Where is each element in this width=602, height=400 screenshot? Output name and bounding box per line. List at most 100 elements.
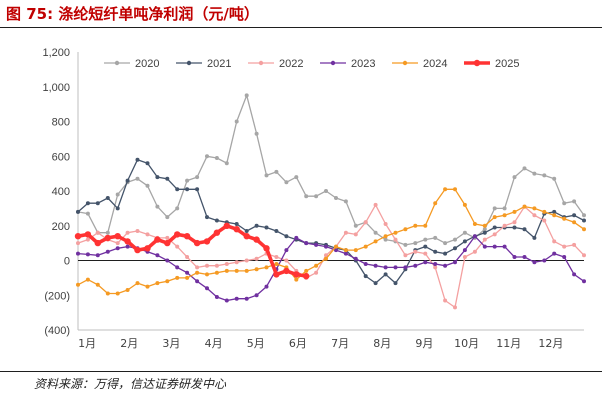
data-point-2025 [263,245,270,252]
data-point-2024 [234,268,239,273]
data-point-2023 [314,242,319,247]
x-tick-label: 2月 [120,337,138,350]
data-point-2020 [522,166,527,171]
legend-swatch-marker [473,59,481,67]
data-point-2023 [482,244,487,249]
data-point-2021 [383,272,388,277]
data-point-2023 [284,248,289,253]
data-point-2023 [403,265,408,270]
data-point-2025 [213,229,221,236]
y-tick-label: (200) [44,290,70,302]
x-tick-label: 11月 [496,337,521,350]
data-point-2020 [304,194,309,199]
data-point-2020 [343,199,348,204]
data-point-2022 [115,241,120,246]
data-point-2023 [195,279,200,284]
data-point-2021 [453,246,457,251]
data-point-2024 [383,234,388,239]
data-point-2022 [492,232,497,237]
data-point-2024 [562,216,567,221]
data-point-2021 [214,218,219,223]
data-point-2020 [135,176,140,181]
legend-swatch-marker [114,60,120,66]
data-point-2020 [582,213,586,218]
data-point-2022 [502,223,507,228]
data-point-2024 [472,222,477,226]
data-point-2020 [294,175,299,180]
data-point-2020 [284,180,289,185]
data-point-2023 [552,251,557,256]
data-point-2022 [185,255,190,259]
data-point-2021 [105,196,110,200]
data-point-2023 [562,255,567,259]
data-point-2024 [423,223,428,228]
data-point-2021 [125,178,130,183]
data-point-2024 [105,291,110,296]
data-point-2024 [582,227,586,232]
data-point-2022 [175,244,180,249]
data-point-2021 [145,161,150,166]
y-tick-label: 200 [52,221,70,233]
data-point-2023 [373,263,378,268]
data-point-2025 [303,272,310,280]
data-point-2020 [572,199,577,204]
data-point-2024 [115,291,120,296]
data-point-2020 [453,237,457,242]
data-point-2023 [492,244,497,249]
data-point-2024 [552,213,557,218]
data-point-2022 [393,237,398,242]
legend-label: 2020 [135,58,159,70]
data-point-2024 [145,284,150,289]
data-point-2020 [492,206,497,211]
series-2025 [74,222,310,280]
data-point-2024 [532,206,537,211]
data-point-2022 [324,253,328,258]
data-point-2023 [413,263,418,268]
data-point-2021 [482,230,487,235]
data-point-2022 [314,270,319,275]
legend-label: 2025 [495,58,519,70]
data-point-2022 [562,244,567,249]
data-point-2022 [542,218,547,223]
data-point-2020 [85,211,90,216]
data-point-2021 [433,249,438,254]
figure-title-text: 涤纶短纤单吨净利润（元/吨） [58,5,259,23]
data-point-2020 [234,119,239,124]
data-point-2022 [472,249,477,254]
data-point-2020 [155,204,160,209]
data-point-2024 [343,248,348,253]
data-point-2022 [343,230,348,235]
data-point-2022 [214,263,219,268]
data-point-2023 [532,260,537,265]
data-point-2023 [165,258,170,263]
data-point-2022 [95,230,100,235]
data-point-2024 [403,227,408,232]
data-point-2020 [314,194,319,199]
data-point-2023 [423,260,428,265]
data-point-2020 [482,227,487,232]
data-point-2023 [542,258,547,263]
title-divider [0,27,602,28]
data-point-2022 [274,255,279,259]
data-point-2022 [552,239,557,244]
series-line-2022 [77,204,585,309]
data-point-2021 [462,239,467,244]
data-point-2023 [443,263,448,268]
data-point-2021 [492,225,497,230]
data-point-2021 [532,235,537,240]
data-point-2020 [145,183,150,188]
data-point-2020 [205,154,209,159]
y-tick-label: 400 [52,186,70,198]
data-point-2024 [393,230,398,235]
data-point-2021 [175,187,180,192]
data-point-2023 [234,296,239,301]
x-tick-label: 5月 [247,337,265,350]
data-point-2023 [224,298,229,303]
data-point-2022 [443,298,448,303]
data-point-2022 [85,237,90,242]
data-point-2023 [175,265,180,270]
data-point-2024 [492,215,497,220]
data-point-2020 [423,237,428,242]
data-point-2025 [174,231,181,238]
data-point-2021 [572,213,577,218]
